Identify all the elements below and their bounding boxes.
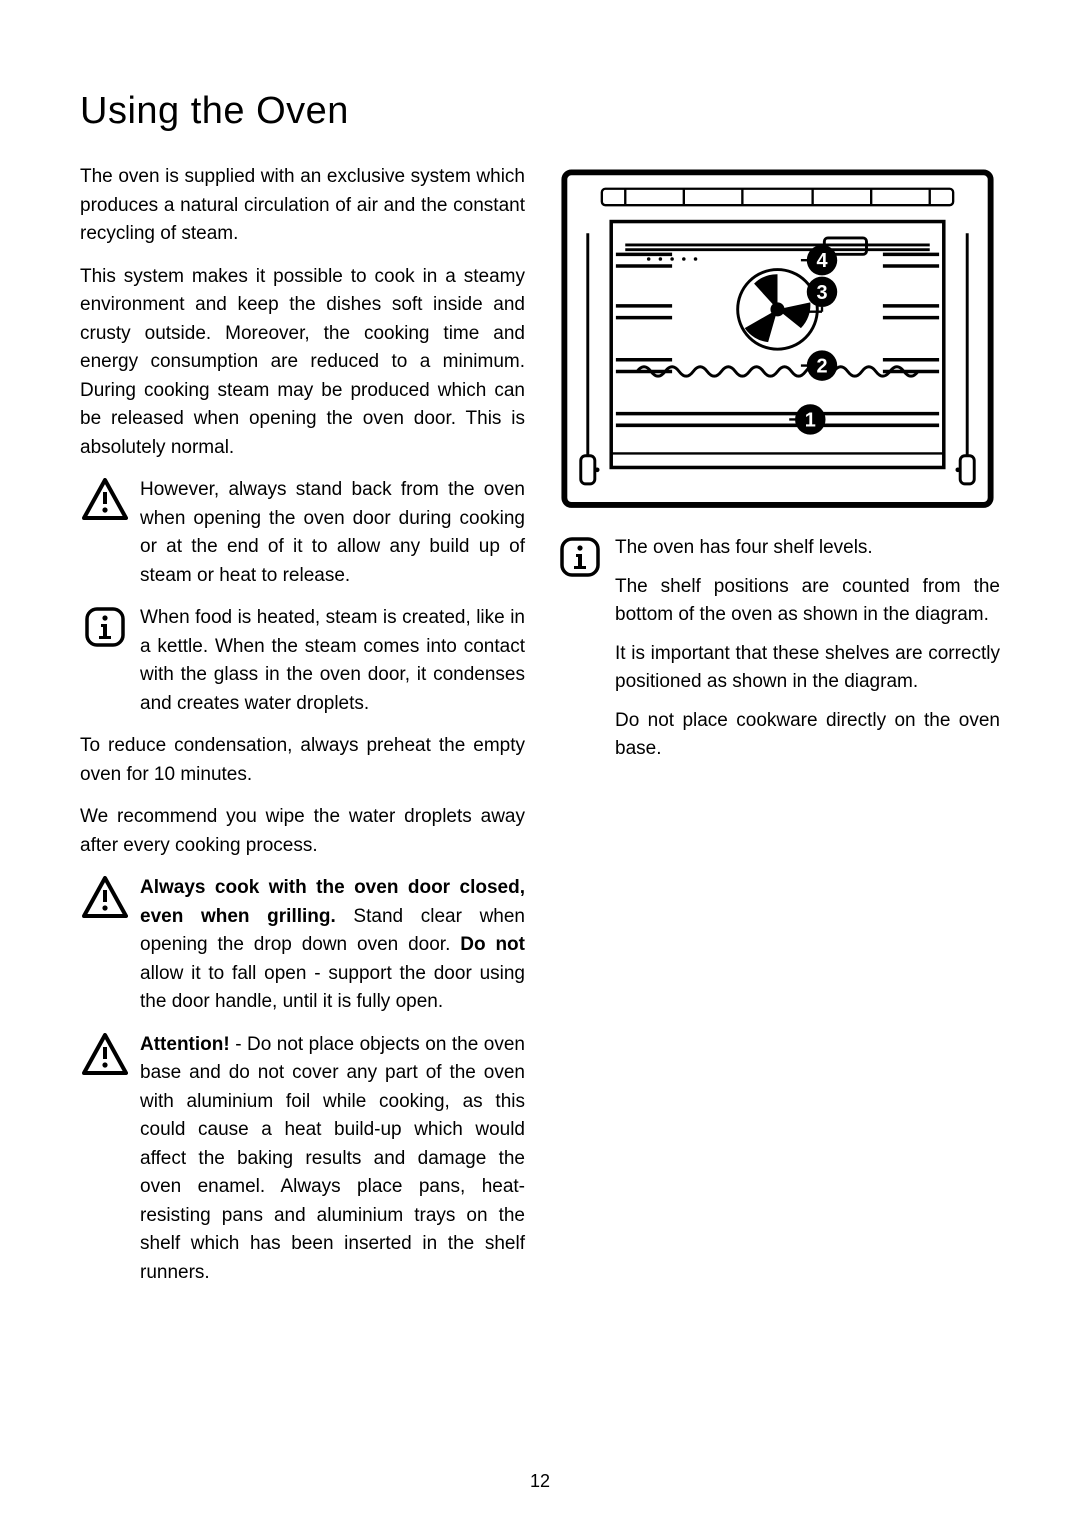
warning-block-3: Attention! - Do not place objects on the… — [80, 1031, 525, 1288]
level-3-label: 3 — [816, 282, 827, 304]
level-1-label: 1 — [805, 409, 816, 431]
condensation-para: To reduce condensation, always preheat t… — [80, 732, 525, 789]
intro-para-2: This system makes it possible to cook in… — [80, 263, 525, 463]
page-title: Using the Oven — [80, 90, 1000, 133]
info-block-2: The oven has four shelf levels. The shel… — [555, 534, 1000, 778]
warn3-bold: Attention! — [140, 1034, 230, 1055]
warning-icon — [80, 476, 130, 590]
right-p2: The shelf positions are counted from the… — [615, 573, 1000, 630]
warning-block-2: Always cook with the oven door closed, e… — [80, 874, 525, 1017]
info-icon — [555, 534, 605, 778]
left-column: The oven is supplied with an exclusive s… — [80, 163, 525, 1301]
warning-icon — [80, 874, 130, 1017]
warning-text-1: However, always stand back from the oven… — [140, 476, 525, 590]
warning-text-2: Always cook with the oven door closed, e… — [140, 874, 525, 1017]
warn3-rest: - Do not place objects on the oven base … — [140, 1034, 525, 1283]
warning-icon — [80, 1031, 130, 1288]
right-p1: The oven has four shelf levels. — [615, 534, 1000, 563]
right-p4: Do not place cookware directly on the ov… — [615, 707, 1000, 764]
level-4-label: 4 — [816, 250, 827, 272]
warning-block-1: However, always stand back from the oven… — [80, 476, 525, 590]
oven-diagram: 4 3 2 1 — [555, 163, 1000, 514]
info-text-1: When food is heated, steam is created, l… — [140, 604, 525, 718]
wipe-para: We recommend you wipe the water droplets… — [80, 803, 525, 860]
content-columns: The oven is supplied with an exclusive s… — [80, 163, 1000, 1301]
info-icon — [80, 604, 130, 718]
right-column: 4 3 2 1 — [555, 163, 1000, 1301]
warn2-bold2: Do not — [460, 934, 525, 955]
right-p3: It is important that these shelves are c… — [615, 640, 1000, 697]
warning-text-3: Attention! - Do not place objects on the… — [140, 1031, 525, 1288]
info-block-1: When food is heated, steam is created, l… — [80, 604, 525, 718]
warn2-rest: allow it to fall open - support the door… — [140, 963, 525, 1013]
page-number: 12 — [0, 1471, 1080, 1492]
level-2-label: 2 — [816, 356, 827, 378]
intro-para-1: The oven is supplied with an exclusive s… — [80, 163, 525, 249]
right-info-text: The oven has four shelf levels. The shel… — [615, 534, 1000, 778]
